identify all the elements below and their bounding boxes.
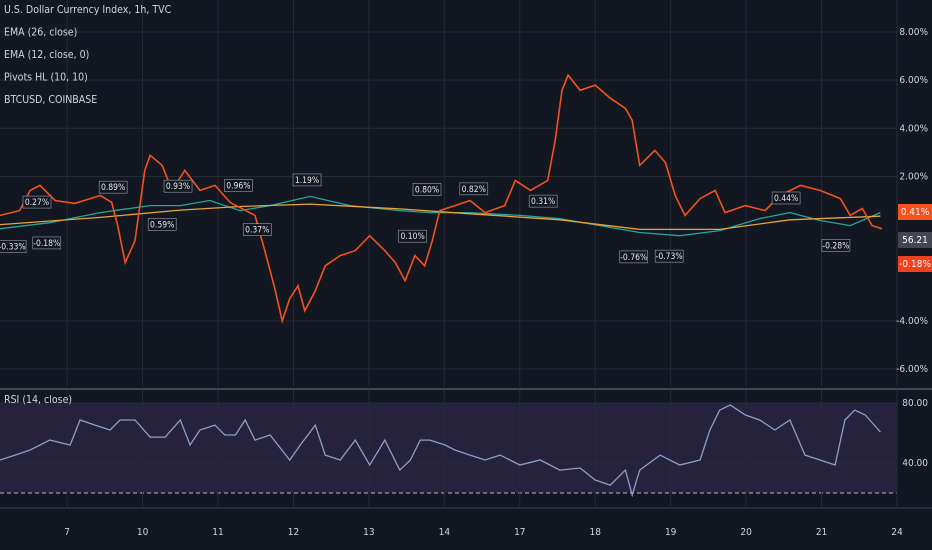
pivot-label: 0.10%: [401, 232, 425, 242]
pivot-label: 0.96%: [226, 181, 250, 191]
pivot-box: [163, 179, 193, 193]
x-tick-label: 21: [816, 527, 827, 538]
pivot-box: [771, 191, 801, 205]
y-tick-label: -6.00%: [896, 364, 928, 375]
pivot-label: -0.33%: [0, 243, 26, 253]
pivot-box: [292, 173, 322, 187]
price-badge-label: 56.21: [902, 235, 928, 246]
legend-entry: U.S. Dollar Currency Index, 1h, TVC: [4, 4, 172, 16]
series-line: [0, 404, 881, 498]
pivot-box: [147, 218, 177, 231]
x-tick-label: 13: [363, 527, 374, 538]
pivot-box: [459, 182, 489, 196]
legend-entry: RSI (14, close): [4, 394, 72, 406]
pivot-box: [619, 250, 649, 264]
pivot-label: 1.19%: [295, 176, 319, 186]
y-tick-label: 8.00%: [899, 27, 928, 38]
pivot-box: [654, 249, 684, 263]
pivot-label: 0.89%: [101, 183, 125, 193]
pivot-box: [412, 183, 442, 196]
y-tick-label: 2.00%: [899, 171, 928, 182]
pivot-label: 0.82%: [462, 185, 486, 195]
x-tick-label: 19: [665, 527, 677, 538]
pivot-label: 0.37%: [245, 226, 269, 236]
x-tick-label: 11: [212, 527, 223, 538]
x-tick-label: 17: [514, 527, 525, 538]
pivot-box: [98, 180, 128, 194]
pivot-label: -0.18%: [33, 239, 60, 249]
x-tick-label: 7: [64, 527, 70, 538]
pivot-box: [224, 179, 253, 192]
price-badge-label: 0.41%: [901, 207, 930, 218]
legend-entry: BTCUSD, COINBASE: [4, 94, 97, 106]
x-tick-label: 24: [891, 527, 903, 538]
pivot-box: [821, 239, 851, 252]
price-badge-label: -0.18%: [899, 259, 931, 270]
price-badge: [898, 232, 932, 248]
y-tick-label: 4.00%: [899, 123, 928, 134]
x-tick-label: 20: [740, 527, 752, 538]
y-tick-label: 80.00: [902, 398, 928, 409]
y-tick-label: 40.00: [902, 458, 928, 469]
legend-entry: EMA (26, close): [4, 27, 77, 39]
pivot-box: [22, 195, 52, 209]
price-badge: [898, 256, 932, 272]
rsi-band: [0, 403, 897, 494]
legend-entry: EMA (12, close, 0): [4, 49, 89, 61]
pivot-label: 0.44%: [774, 194, 798, 204]
pivot-box: [0, 240, 27, 253]
y-tick-label: -4.00%: [896, 316, 928, 327]
pivot-label: 0.27%: [25, 198, 49, 208]
x-tick-label: 10: [137, 527, 149, 538]
pivot-box: [398, 229, 427, 243]
x-tick-label: 14: [439, 527, 451, 538]
y-tick-label: 6.00%: [899, 75, 928, 86]
pivot-label: 0.31%: [531, 197, 555, 207]
pivot-box: [32, 236, 62, 250]
pivot-box: [242, 223, 272, 236]
pivot-label: 0.80%: [415, 185, 439, 195]
series-line: [0, 203, 881, 231]
pivot-label: -0.28%: [822, 241, 849, 251]
pivot-label: 0.59%: [150, 220, 174, 230]
pivot-label: -0.73%: [656, 252, 683, 262]
legend-entry: Pivots HL (10, 10): [4, 72, 88, 84]
pivot-box: [528, 194, 558, 208]
price-badge: [898, 204, 932, 220]
pivot-label: -0.76%: [620, 253, 647, 263]
x-tick-label: 12: [288, 527, 299, 538]
pivot-label: 0.93%: [166, 182, 190, 192]
x-tick-label: 18: [590, 527, 602, 538]
series-line: [0, 73, 883, 324]
